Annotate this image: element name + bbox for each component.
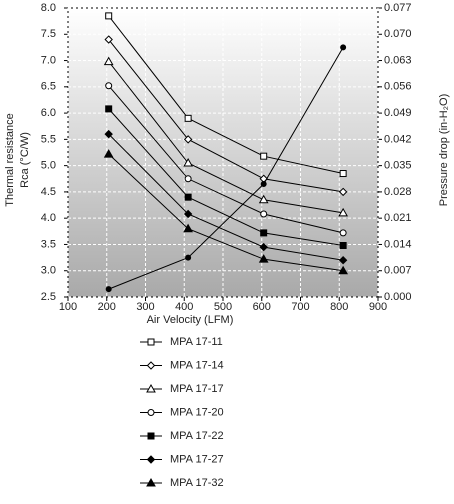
marker bbox=[184, 114, 192, 122]
legend-label: MPA 17-20 bbox=[170, 406, 224, 418]
marker bbox=[260, 152, 268, 160]
legend-label: MPA 17-22 bbox=[170, 430, 224, 442]
marker bbox=[105, 286, 112, 293]
marker bbox=[104, 35, 113, 44]
marker bbox=[183, 135, 193, 144]
marker bbox=[184, 175, 192, 183]
marker bbox=[105, 12, 113, 20]
series-line bbox=[108, 85, 344, 234]
series-line bbox=[108, 47, 344, 290]
y2-tick-label: 0.056 bbox=[384, 81, 412, 93]
y-tick-label: 8.0 bbox=[41, 2, 56, 14]
marker bbox=[338, 256, 348, 265]
series-line bbox=[108, 153, 344, 272]
legend-label: MPA 17-27 bbox=[170, 453, 224, 465]
y2-tick-label: 0.028 bbox=[384, 186, 412, 198]
y-tick-label: 4.5 bbox=[41, 186, 56, 198]
marker bbox=[339, 170, 347, 178]
y-tick-label: 6.5 bbox=[41, 81, 56, 93]
y-tick-label: 6.0 bbox=[41, 107, 56, 119]
y-tick-label: 5.5 bbox=[41, 133, 56, 145]
x-tick-label: 200 bbox=[98, 301, 116, 313]
marker bbox=[258, 194, 269, 204]
marker bbox=[338, 187, 348, 197]
marker bbox=[338, 265, 348, 275]
y-tick-label: 7.0 bbox=[41, 54, 56, 66]
marker bbox=[258, 254, 269, 263]
series-line bbox=[108, 108, 344, 246]
legend-marker bbox=[147, 409, 155, 416]
marker bbox=[338, 207, 348, 217]
y2-tick-label: 0.000 bbox=[384, 291, 412, 303]
marker bbox=[185, 254, 192, 261]
marker bbox=[339, 242, 347, 250]
y-axis-label: Rca (°C/W) bbox=[19, 132, 31, 188]
y2-tick-label: 0.049 bbox=[384, 107, 412, 119]
x-tick-label: 900 bbox=[369, 301, 387, 313]
y2-tick-label: 0.014 bbox=[384, 238, 412, 250]
marker bbox=[183, 223, 193, 233]
y-tick-label: 4.0 bbox=[41, 212, 56, 224]
marker bbox=[260, 210, 268, 218]
marker bbox=[104, 129, 113, 139]
marker bbox=[260, 181, 267, 188]
y2-tick-label: 0.007 bbox=[384, 265, 412, 277]
y2-tick-label: 0.077 bbox=[384, 2, 412, 14]
y2-tick-label: 0.070 bbox=[384, 28, 412, 40]
marker bbox=[340, 44, 347, 51]
series-line bbox=[108, 39, 344, 193]
x-tick-label: 300 bbox=[136, 301, 154, 313]
marker bbox=[105, 105, 113, 113]
legend-label: MPA 17-14 bbox=[170, 359, 224, 371]
y2-tick-label: 0.042 bbox=[384, 133, 412, 145]
y2-axis-label: Pressure drop (in-H₂O) bbox=[438, 94, 450, 206]
legend-marker bbox=[146, 383, 156, 393]
legend-label: MPA 17-32 bbox=[170, 477, 224, 489]
legend-marker bbox=[147, 432, 155, 440]
series-line bbox=[108, 133, 344, 261]
x-tick-label: 400 bbox=[175, 301, 193, 313]
legend-marker bbox=[147, 338, 155, 346]
marker bbox=[105, 82, 113, 90]
y2-tick-label: 0.063 bbox=[384, 54, 412, 66]
series-line bbox=[108, 61, 344, 214]
legend-marker bbox=[146, 455, 156, 464]
marker bbox=[339, 229, 347, 237]
y-tick-label: 2.5 bbox=[41, 291, 56, 303]
x-axis-label: Air Velocity (LFM) bbox=[147, 314, 234, 326]
x-tick-label: 800 bbox=[330, 301, 348, 313]
marker bbox=[259, 242, 268, 252]
legend-marker bbox=[146, 477, 156, 487]
legend-label: MPA 17-11 bbox=[170, 336, 223, 348]
marker bbox=[103, 149, 114, 158]
y-tick-label: 3.5 bbox=[41, 238, 56, 250]
x-tick-label: 100 bbox=[59, 301, 77, 313]
y-tick-label: 5.0 bbox=[41, 160, 56, 172]
series-line bbox=[108, 15, 344, 175]
legend-label: MPA 17-17 bbox=[170, 383, 224, 395]
y-axis-label: Thermal resistance bbox=[4, 113, 16, 207]
y-tick-label: 7.5 bbox=[41, 28, 56, 40]
x-tick-label: 500 bbox=[214, 301, 232, 313]
y-tick-label: 3.0 bbox=[41, 265, 56, 277]
x-tick-label: 600 bbox=[253, 301, 271, 313]
y2-tick-label: 0.021 bbox=[384, 212, 412, 224]
marker bbox=[183, 158, 193, 167]
y2-tick-label: 0.035 bbox=[384, 160, 412, 172]
legend-marker bbox=[146, 361, 156, 370]
marker bbox=[260, 229, 268, 237]
x-tick-label: 700 bbox=[291, 301, 309, 313]
marker bbox=[103, 56, 114, 66]
marker bbox=[183, 209, 193, 219]
marker bbox=[184, 193, 192, 201]
